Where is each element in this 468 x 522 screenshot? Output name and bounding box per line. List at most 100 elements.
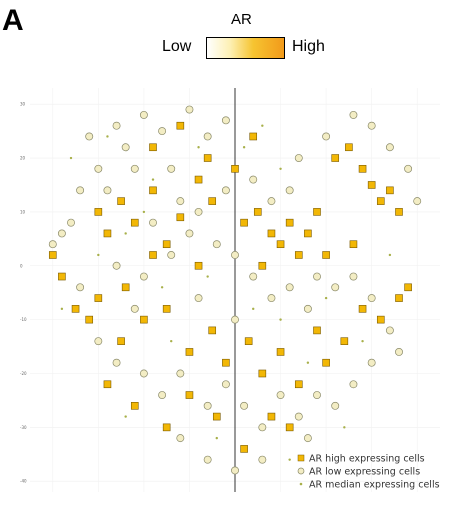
ar-high-point (130, 402, 139, 410)
legend-marker-median (299, 482, 303, 486)
ar-median-point (206, 275, 209, 278)
y-tick-label: 30 (20, 102, 26, 107)
ar-high-point (94, 294, 103, 302)
ar-high-point (331, 154, 340, 162)
ar-low-point (331, 401, 340, 410)
ar-low-point (349, 110, 358, 119)
ar-median-point (324, 296, 328, 300)
ar-low-point (112, 358, 121, 367)
panel-label: A (2, 4, 24, 37)
ar-low-point (48, 240, 57, 249)
ar-high-point (322, 251, 330, 259)
ar-low-point (67, 218, 75, 227)
ar-high-point (340, 337, 349, 345)
ar-low-point (231, 315, 239, 324)
ar-low-point (112, 121, 121, 130)
ar-low-point (203, 455, 212, 464)
ar-low-point (158, 127, 167, 136)
ar-low-point (258, 423, 267, 432)
legend: AR high expressing cells AR low expressin… (297, 454, 440, 491)
ar-median-point (124, 232, 127, 235)
ar-low-point (231, 466, 239, 475)
ar-low-point (331, 283, 340, 292)
ar-low-point (76, 186, 85, 195)
ar-low-point (294, 154, 303, 162)
ar-high-point (244, 337, 253, 345)
ar-low-point (395, 347, 403, 356)
ar-high-point (185, 391, 194, 399)
ar-high-point (313, 208, 321, 216)
ar-median-point (197, 146, 200, 149)
ar-low-point (194, 294, 203, 303)
ar-high-point (294, 251, 303, 259)
ar-high-point (358, 305, 367, 313)
ar-high-point (121, 283, 130, 292)
ar-high-point (376, 197, 385, 205)
y-tick-label: -10 (20, 317, 27, 322)
ar-median-point (261, 124, 264, 127)
ar-low-point (303, 304, 312, 313)
ar-low-point (249, 272, 258, 281)
ar-low-point (349, 272, 358, 281)
ar-high-point (162, 240, 171, 249)
y-tick-label: -30 (20, 425, 27, 430)
ar-high-point (212, 412, 221, 421)
ar-high-point (276, 348, 285, 356)
ar-low-point (249, 175, 258, 184)
ar-high-point (58, 272, 66, 281)
ar-low-point (167, 164, 176, 173)
ar-high-point (162, 423, 171, 432)
ar-high-point (358, 165, 367, 173)
ar-low-point (413, 197, 422, 206)
ar-high-point (194, 175, 203, 184)
y-tick-label: 10 (20, 209, 26, 214)
ar-low-point (294, 412, 303, 421)
ar-low-point (94, 164, 103, 173)
ar-high-point (176, 213, 185, 222)
ar-low-point (285, 186, 294, 195)
ar-high-point (149, 251, 157, 259)
y-tick-labels: 30 20 10 0 -10 -20 -30 -40 (20, 102, 27, 484)
ar-high-point (208, 326, 217, 335)
ar-high-point (149, 186, 157, 195)
ar-median-point (361, 339, 364, 343)
ar-low-point (285, 283, 294, 292)
ar-high-point (267, 412, 276, 421)
ar-low-point (322, 132, 331, 141)
ar-low-point (139, 272, 148, 281)
ar-low-point (221, 380, 230, 389)
ar-low-point (267, 197, 276, 206)
y-tick-label: 0 (20, 263, 23, 268)
ar-high-point (313, 326, 321, 335)
legend-marker-high (297, 454, 305, 462)
ar-high-point (240, 218, 248, 227)
ar-low-point (149, 218, 157, 227)
ar-high-point (71, 305, 80, 313)
ar-low-point (94, 337, 103, 346)
ar-low-point (385, 143, 394, 152)
ar-median-point (97, 253, 100, 257)
ar-high-point (162, 305, 171, 313)
ar-high-point (285, 218, 294, 227)
colorbar-title: AR (231, 11, 252, 28)
ar-low-point (258, 455, 267, 464)
ar-low-point (267, 294, 276, 303)
ar-high-point (322, 358, 330, 367)
ar-high-point (276, 240, 285, 249)
ar-low-point (349, 380, 358, 389)
ar-high-point (94, 208, 103, 216)
legend-entry-label: AR low expressing cells (309, 467, 420, 478)
ar-high-point (376, 315, 385, 324)
ar-low-point (221, 186, 230, 195)
legend-entry-label: AR high expressing cells (309, 454, 425, 465)
ar-low-point (76, 283, 85, 292)
ar-high-point (253, 208, 262, 216)
ar-high-point (304, 229, 312, 238)
ar-high-point (130, 218, 139, 227)
legend-entry-label: AR median expressing cells (309, 480, 440, 491)
ar-low-point (176, 434, 185, 443)
ar-median-point (252, 307, 255, 311)
ar-median-point (69, 156, 73, 160)
ar-low-point (139, 110, 148, 119)
ar-low-point (313, 391, 321, 399)
